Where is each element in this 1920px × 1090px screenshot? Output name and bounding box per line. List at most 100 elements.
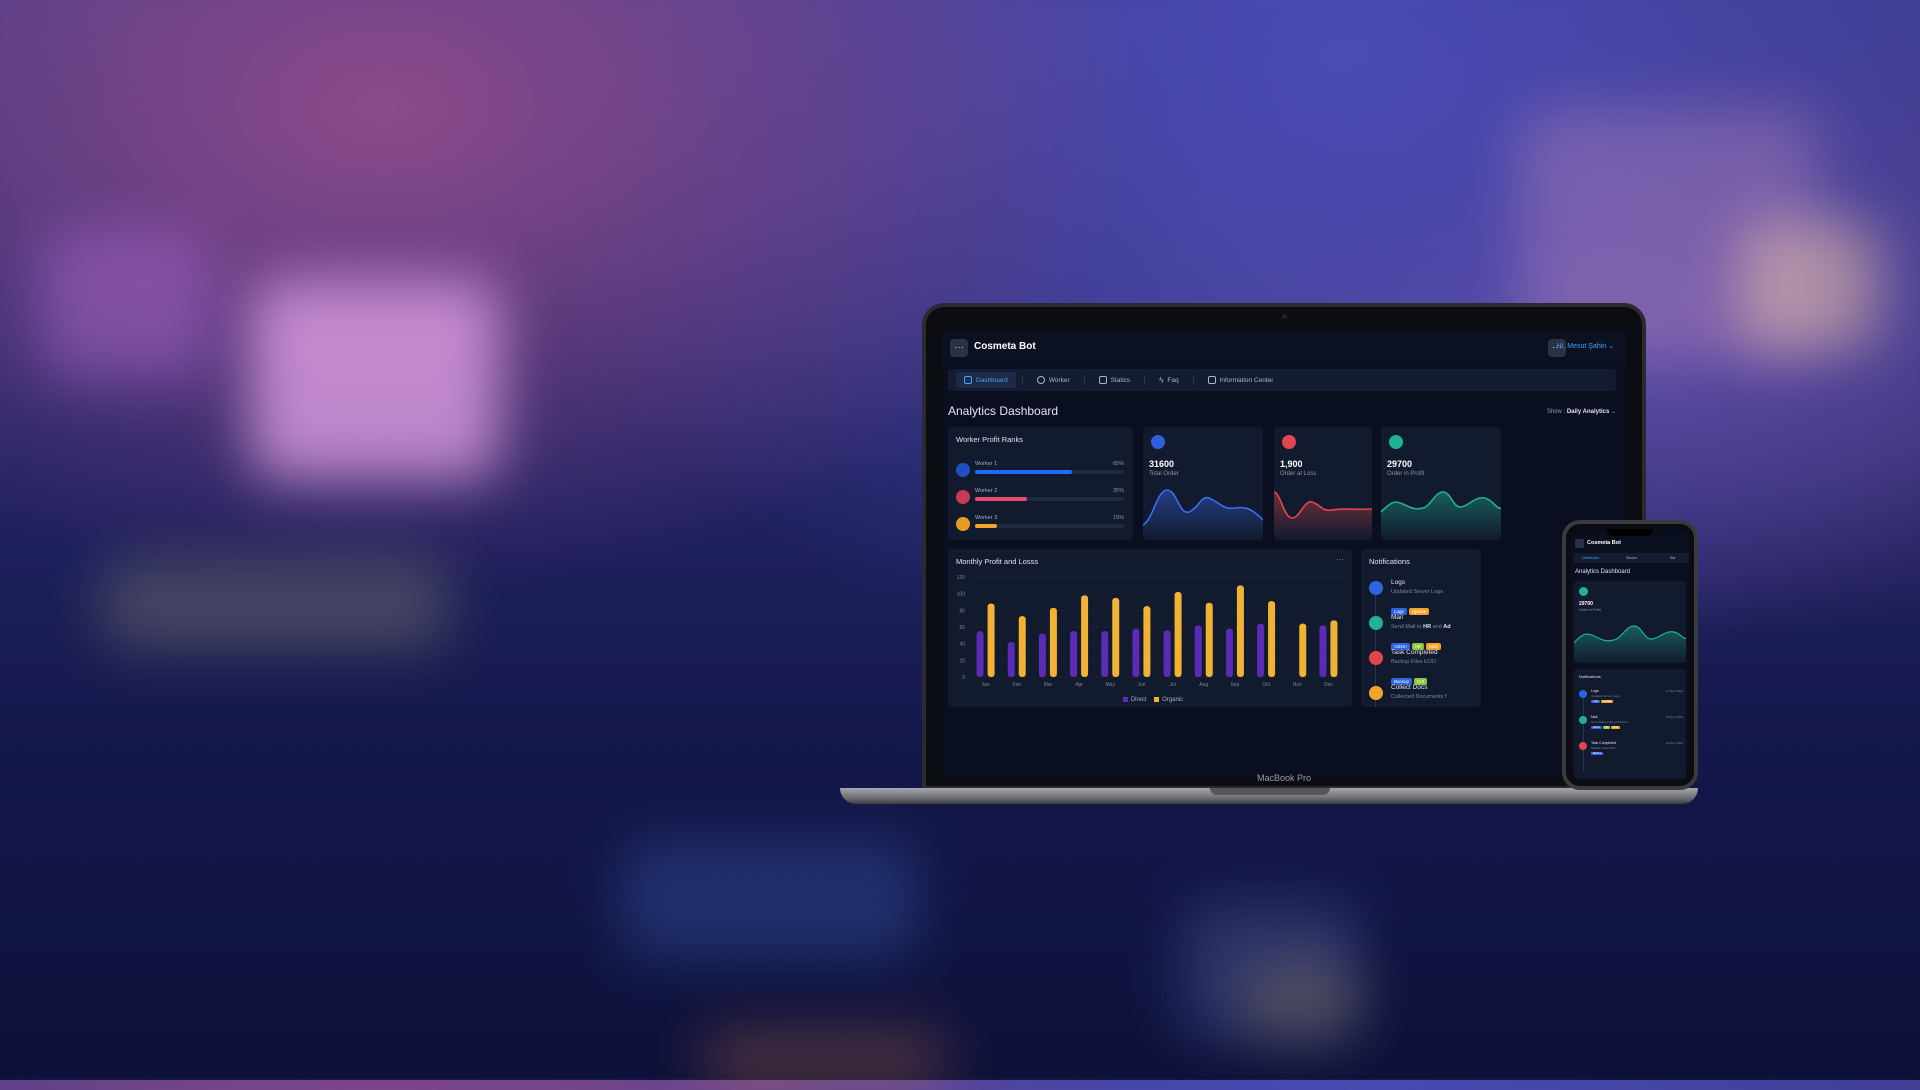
notification-tags: Logs Update <box>1391 600 1431 618</box>
bar-organic[interactable] <box>1143 606 1151 677</box>
home-icon <box>964 376 972 384</box>
tab-faq[interactable]: ϟ Faq <box>1159 375 1179 385</box>
tab-information-center[interactable]: Information Center <box>1200 372 1282 388</box>
bar-organic[interactable] <box>1236 585 1244 677</box>
notification-subtitle: Collected Documents f <box>1391 694 1447 700</box>
notifications-title: Notifications <box>1579 674 1601 679</box>
tab-statics[interactable]: Sta <box>1670 556 1676 560</box>
x-tick-label: Jan <box>982 682 990 688</box>
worker-name: Worker 2 <box>975 488 998 494</box>
notification-tags: Admin HR Mail <box>1391 635 1443 653</box>
tab-dashboard[interactable]: Dashboard <box>1582 556 1600 560</box>
tag: Update <box>1408 608 1430 615</box>
tag: HR <box>1411 643 1425 650</box>
tab-dashboard[interactable]: Dashboard <box>956 372 1016 388</box>
stat-card-order-in-profit: 29700 Order in Profit <box>1381 427 1501 540</box>
progress-track <box>975 470 1124 474</box>
bar-direct[interactable] <box>1038 633 1046 677</box>
bar-direct[interactable] <box>1007 642 1015 677</box>
tag: Backup <box>1591 752 1604 755</box>
bar-organic[interactable] <box>1112 597 1120 677</box>
phone-notch <box>1607 529 1653 536</box>
monthly-profit-chart-card: Monthly Profit and Losss ··· 0 20 40 60 80 10… <box>948 549 1352 707</box>
phone-screen: Cosmeta Bot Dashboard Worker Sta Analyti… <box>1571 529 1689 781</box>
tag: Logs <box>1591 700 1601 703</box>
notification-subtitle: Updated Server Logs <box>1591 694 1620 698</box>
check-icon <box>1369 651 1383 665</box>
laptop-screen: ··· Cosmeta Bot ··· Hi, Mesut Şahin ⌄ Da… <box>942 331 1626 776</box>
chat-icon <box>1389 435 1403 449</box>
bar-organic[interactable] <box>1018 616 1026 677</box>
box-icon <box>1098 376 1107 384</box>
notification-item[interactable]: Task Completed Backup Files EOD 19 Dec 2… <box>1579 741 1683 763</box>
document-icon <box>1369 686 1383 700</box>
y-tick-label: 100 <box>957 592 966 598</box>
bar-direct[interactable] <box>1101 631 1109 677</box>
bar-direct[interactable] <box>1163 630 1171 677</box>
bar-direct[interactable] <box>1257 623 1265 677</box>
legend-label: Organic <box>1162 697 1184 703</box>
stat-label: Order at Loss <box>1280 471 1317 477</box>
bar-chart: 0 20 40 60 80 100 120 Jan Feb Mar Apr May Jun Jul Aug S… <box>957 575 1344 688</box>
notification-item[interactable]: Logs Updated Server Logs 17 Dec 2021 Log… <box>1579 689 1683 711</box>
bar-organic[interactable] <box>1268 601 1276 677</box>
gear-icon <box>1036 376 1045 384</box>
bar-organic[interactable] <box>1174 592 1182 677</box>
mail-icon <box>1579 716 1587 724</box>
x-tick-label: Dec <box>1324 682 1333 688</box>
bar-direct[interactable] <box>976 631 984 677</box>
worker-icon <box>956 463 970 477</box>
notification-subtitle: Backup Files EOD <box>1391 659 1436 665</box>
tab-statics[interactable]: Statics <box>1091 372 1139 388</box>
bar-organic[interactable] <box>987 603 995 677</box>
y-tick-label: 0 <box>962 675 965 681</box>
bar-direct[interactable] <box>1132 628 1140 677</box>
chat-icon <box>1579 587 1588 596</box>
progress-track <box>975 524 1124 528</box>
tab-worker[interactable]: Worker <box>1626 556 1638 560</box>
stat-value: 1,900 <box>1280 459 1303 469</box>
menu-button[interactable] <box>1575 539 1584 548</box>
bar-direct[interactable] <box>1070 631 1078 677</box>
progress-fill <box>975 470 1072 474</box>
tab-worker[interactable]: Worker <box>1029 372 1078 388</box>
progress-fill <box>975 497 1028 501</box>
worker-rank-row: Worker 2 35% <box>956 488 1124 506</box>
sparkline <box>1143 489 1263 540</box>
brand-name: Cosmeta Bot <box>1587 540 1621 546</box>
nav-divider <box>1192 375 1194 385</box>
background-blur <box>1740 220 1880 350</box>
more-options-button[interactable]: ··· <box>1336 555 1344 564</box>
notification-title: Mail <box>1391 614 1403 621</box>
y-tick-label: 60 <box>959 625 965 631</box>
bar-direct[interactable] <box>1225 628 1233 677</box>
notification-time: 19 Dec 2021 <box>1665 741 1683 745</box>
stat-card-order-in-profit: 29700 Order in Profit <box>1574 581 1686 663</box>
notification-item[interactable]: Mail Send Mail to HR and Admin 18 Dec 20… <box>1579 715 1683 737</box>
timeline-line <box>1583 691 1584 771</box>
y-tick-label: 80 <box>959 608 965 614</box>
notification-title: Logs <box>1391 579 1406 586</box>
sparkline <box>1381 491 1501 540</box>
menu-button[interactable]: ··· <box>950 339 968 357</box>
bar-organic[interactable] <box>1205 602 1213 677</box>
bar-direct[interactable] <box>1194 625 1202 677</box>
user-menu-button[interactable]: ··· <box>1548 339 1566 357</box>
user-greeting[interactable]: Hi, Mesut Şahin ⌄ <box>1556 343 1614 350</box>
bar-organic[interactable] <box>1299 623 1307 677</box>
progress-fill <box>975 524 998 528</box>
phone: Cosmeta Bot Dashboard Worker Sta Analyti… <box>1562 520 1698 790</box>
worker-percent: 35% <box>1112 488 1124 494</box>
bar-organic[interactable] <box>1049 607 1057 677</box>
bar-organic[interactable] <box>1330 620 1338 677</box>
tag: Update <box>1601 700 1614 703</box>
bar-organic[interactable] <box>1081 595 1089 677</box>
main-nav: Dashboard Worker Statics ϟ Faq Informati… <box>948 369 1616 391</box>
notification-tags: Logs Update <box>1591 700 1614 703</box>
legend-label: Direct <box>1130 697 1147 703</box>
analytics-range-select[interactable]: Show : Daily Analytics ⌄ <box>1546 409 1616 415</box>
check-icon <box>1579 742 1587 750</box>
y-tick-label: 20 <box>959 658 965 664</box>
bar-direct[interactable] <box>1319 625 1327 677</box>
tag: Mail <box>1611 726 1620 729</box>
